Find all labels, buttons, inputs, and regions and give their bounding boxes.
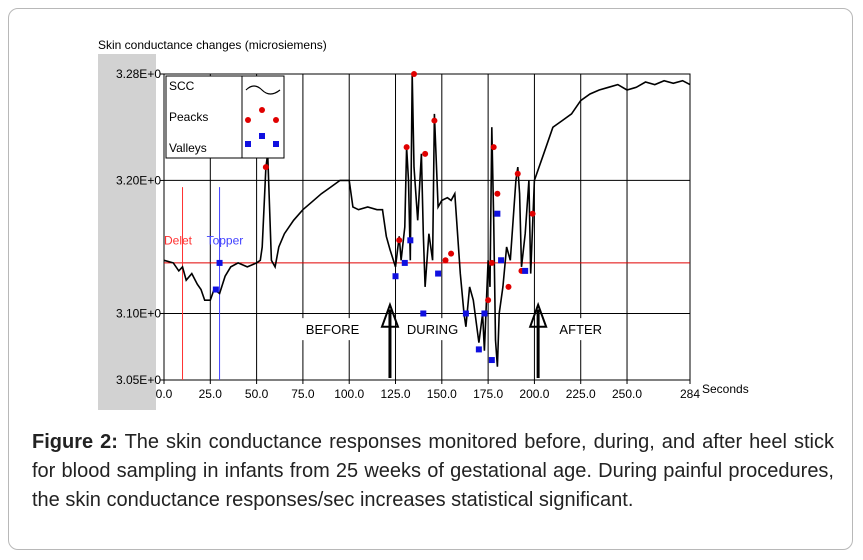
peak-point-12 [529,210,536,217]
x-tick-label-4: 100.0 [334,387,364,401]
series-lines [163,73,691,367]
peak-point-0 [262,164,269,171]
phase-arrow-head-0 [380,301,400,328]
scan-noise-left [98,54,156,410]
peak-point-8 [490,144,497,151]
peak-point-7 [485,297,492,304]
caption-label: Figure 2: [32,431,118,453]
legend-label-2: Valleys [169,141,207,155]
y-tick-label-0: 3.05E+0 [116,373,161,387]
valley-point-5 [420,310,427,317]
y-tick-label-3: 3.28E+0 [116,67,161,81]
legend-valley-swatch-2 [273,141,279,147]
peak-point-extra-0 [488,259,495,266]
legend-peak-swatch-1 [259,107,265,113]
caption-text: The skin conductance responses monitored… [32,431,835,511]
valley-point-11 [494,210,501,217]
phase-label-bg-0 [296,318,369,341]
axis-ticks: 0.0 25.0 50.0 75.0 100.0 125.0 150.0 175.0 200.0… [116,67,700,401]
valley-point-2 [392,273,399,280]
phase-arrow-head-1 [528,301,548,328]
y-tick-label-1: 3.10E+0 [116,306,161,320]
valley-point-7 [462,310,469,317]
y-tick-label-2: 3.20E+0 [116,173,161,187]
valley-point-6 [435,270,442,277]
valley-point-1 [216,259,223,266]
y-axis-title: Skin conductance changes (microsiemens) [98,38,327,52]
x-tick-label-5: 125.0 [380,387,410,401]
valley-point-8 [475,346,482,353]
legend: SCC Peacks Valleys [165,75,285,159]
peak-point-9 [494,190,501,197]
x-tick-label-7: 175.0 [473,387,503,401]
peak-point-10 [505,283,512,290]
delete-marker-label: Delet [164,233,193,247]
peak-point-4 [422,150,429,157]
peak-point-3 [411,71,418,77]
legend-valley-swatch-1 [259,133,265,139]
legend-box [165,75,285,159]
peak-point-extra-2 [442,257,449,264]
marker-lines: Delet Topper [164,187,690,380]
phase-label-bg-2 [544,318,617,341]
peak-valley-points [212,71,536,364]
phase-label-2: AFTER [559,322,602,337]
peak-point-5 [431,117,438,124]
valley-point-4 [407,237,414,244]
valley-point-0 [212,286,219,293]
legend-peak-swatch-2 [273,117,279,123]
peak-point-11 [514,170,521,177]
phase-label-1: DURING [407,322,458,337]
x-tick-label-0: 0.0 [156,387,173,401]
legend-scc-swatch [245,85,281,95]
x-tick-label-3: 75.0 [291,387,315,401]
x-tick-label-9: 225.0 [566,387,596,401]
peak-point-6 [448,250,455,257]
phase-annotations: BEFORE DURING AFTER [296,301,617,378]
scc-series-line-0 [163,73,691,367]
valley-point-3 [401,259,408,266]
legend-label-1: Peacks [169,110,208,124]
peak-point-2 [403,144,410,151]
phase-label-0: BEFORE [306,322,360,337]
valley-point-10 [488,357,495,364]
x-tick-label-2: 50.0 [245,387,269,401]
x-axis-title: Seconds [702,382,749,396]
x-tick-label-10: 250.0 [612,387,642,401]
figure-caption: Figure 2: The skin conductance responses… [32,428,834,515]
x-tick-label-6: 150.0 [427,387,457,401]
valley-point-13 [522,267,529,274]
valley-point-12 [498,257,505,264]
skin-conductance-chart: Skin conductance changes (microsiemens) … [98,38,749,410]
legend-peak-swatch-0 [245,117,251,123]
x-tick-label-8: 200.0 [519,387,549,401]
legend-label-0: SCC [169,79,195,93]
x-tick-label-1: 25.0 [199,387,223,401]
topper-marker-label: Topper [207,233,244,247]
peak-point-1 [396,237,403,244]
valley-point-9 [481,310,488,317]
legend-valley-swatch-0 [245,141,251,147]
x-tick-label-11: 284 [680,387,700,401]
phase-label-bg-1 [396,318,469,341]
